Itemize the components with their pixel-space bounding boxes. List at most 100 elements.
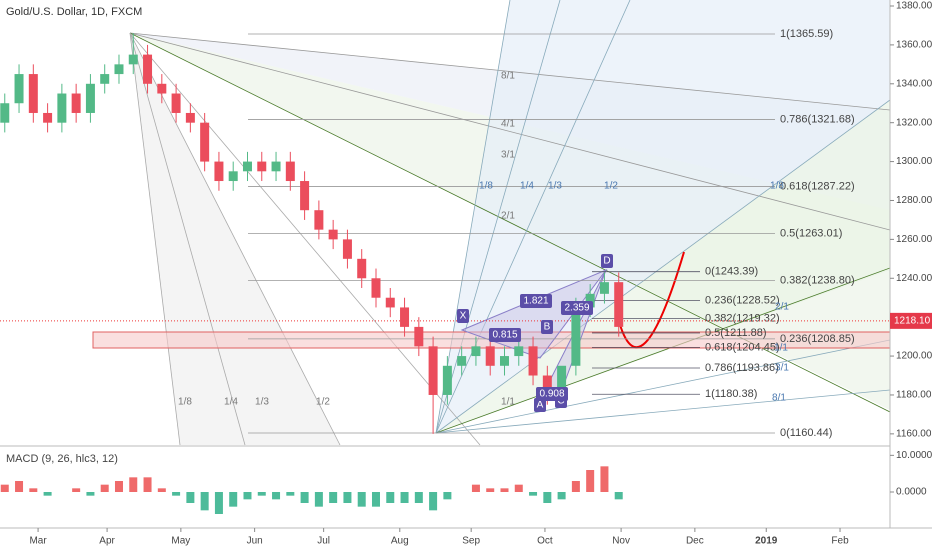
fan-line xyxy=(435,0,511,434)
candle-body xyxy=(128,54,138,65)
pattern-ratio: 2.359 xyxy=(564,303,589,314)
candle-body xyxy=(43,112,53,123)
y-tick-label: 1320.00 xyxy=(896,117,932,128)
fan-label: 8/1 xyxy=(772,393,786,404)
x-tick-label: Feb xyxy=(831,536,849,547)
candle-body xyxy=(457,356,467,366)
last-price-label: 1218.10 xyxy=(894,316,931,327)
fan-label: 8/1 xyxy=(501,71,515,82)
fan-label: 1/3 xyxy=(548,181,562,192)
y-tick-label: 1160.00 xyxy=(896,428,932,439)
candle-body xyxy=(200,122,210,162)
fib-label: 1(1180.38) xyxy=(705,388,757,400)
x-tick-label: Aug xyxy=(391,536,409,547)
fib-label: 0.786(1193.86) xyxy=(705,362,779,374)
macd-bar xyxy=(614,492,623,500)
x-tick-label: May xyxy=(171,536,190,547)
fan-label: 1/1 xyxy=(774,343,788,354)
macd-bar xyxy=(586,470,595,492)
candle-body xyxy=(357,258,367,279)
macd-bar xyxy=(29,488,38,492)
fib-label: 0.5(1211.88) xyxy=(705,327,767,339)
pattern-box xyxy=(534,398,546,412)
macd-bar xyxy=(272,492,281,500)
fan-line xyxy=(129,32,341,446)
candle-body xyxy=(400,307,410,327)
fan-label: 3/1 xyxy=(775,363,789,374)
y-tick-label: 1300.00 xyxy=(896,156,932,167)
ratio-box xyxy=(536,387,568,401)
chart-title: Gold/U.S. Dollar, 1D, FXCM xyxy=(6,6,142,18)
candle-body xyxy=(514,346,524,357)
candle-body xyxy=(314,210,324,230)
y-tick-label: 1280.00 xyxy=(896,195,932,206)
candle-body xyxy=(114,64,124,75)
macd-bar xyxy=(243,492,252,500)
x-tick-label: Oct xyxy=(537,536,553,547)
candle-body xyxy=(342,239,352,259)
fan-line xyxy=(435,0,561,434)
fib-label: 0.786(1321.68) xyxy=(780,113,855,125)
candle-body xyxy=(214,161,224,182)
fan-line xyxy=(129,32,891,111)
ratio-box xyxy=(561,301,593,315)
fan-label: 1/8 xyxy=(178,397,192,408)
x-tick-label: Jul xyxy=(317,536,330,547)
macd-bar xyxy=(357,492,366,507)
candle-body xyxy=(257,161,267,172)
candle-body xyxy=(385,297,395,308)
fan-line xyxy=(435,0,631,434)
macd-bar xyxy=(129,477,138,492)
macd-bar xyxy=(529,492,538,496)
macd-bar xyxy=(157,488,166,492)
candle-body xyxy=(242,161,252,172)
candle-body xyxy=(542,375,552,395)
fan-label: 2/1 xyxy=(501,211,515,222)
macd-bar xyxy=(15,481,24,492)
x-tick-label: 2019 xyxy=(755,536,778,547)
x-tick-label: Mar xyxy=(29,536,47,547)
fan-label: 3/1 xyxy=(501,150,515,161)
macd-bar xyxy=(286,492,295,496)
fib-label: 0(1160.44) xyxy=(780,427,832,439)
pattern-point: A xyxy=(537,400,544,411)
fib-label: 0.236(1228.52) xyxy=(705,295,780,307)
macd-bar xyxy=(72,488,81,492)
candle-body xyxy=(599,282,609,294)
candle-body xyxy=(28,74,38,113)
pattern-point: X xyxy=(460,311,467,322)
y-tick-label: 1200.00 xyxy=(896,351,932,362)
macd-bar xyxy=(329,492,338,503)
pattern-point: C xyxy=(557,396,564,407)
fan-label: 1/4 xyxy=(224,397,238,408)
candle-body xyxy=(157,83,167,94)
fan-line xyxy=(435,339,891,434)
macd-bar xyxy=(86,492,95,496)
macd-bar xyxy=(571,481,580,492)
y-tick-label: 1260.00 xyxy=(896,234,932,245)
macd-bar xyxy=(400,492,409,503)
candle-body xyxy=(442,365,452,395)
x-tick-label: Dec xyxy=(686,536,704,547)
candle-body xyxy=(228,171,238,182)
macd-bar xyxy=(314,492,323,507)
macd-bar xyxy=(471,484,480,492)
fib-label: 1(1365.59) xyxy=(780,28,833,40)
candle-body xyxy=(0,103,10,123)
macd-bar xyxy=(486,488,495,492)
fan-label: 1/8 xyxy=(479,181,493,192)
x-tick-label: Jun xyxy=(247,536,263,547)
fan-label: 2/1 xyxy=(775,302,789,313)
candle-body xyxy=(171,93,181,113)
fib-label: 0.382(1219.32) xyxy=(705,312,780,324)
macd-bar xyxy=(543,492,552,503)
x-tick-label: Sep xyxy=(462,536,480,547)
candle-body xyxy=(585,293,595,308)
candle-body xyxy=(499,356,509,366)
candle-body xyxy=(100,74,110,84)
candle-body xyxy=(14,74,24,104)
candle-body xyxy=(300,181,310,211)
last-price-box xyxy=(890,312,932,329)
y-tick-label: 0.0000 xyxy=(896,487,927,498)
